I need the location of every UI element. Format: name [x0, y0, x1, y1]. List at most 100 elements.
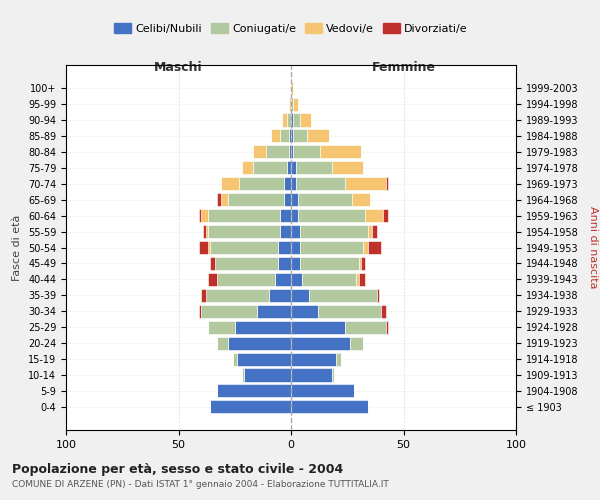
Bar — [291, 130, 293, 142]
Bar — [293, 114, 300, 126]
Bar — [201, 304, 257, 318]
Bar — [205, 225, 208, 238]
Bar — [367, 225, 372, 238]
Bar — [291, 320, 345, 334]
Bar — [291, 225, 300, 238]
Bar — [199, 304, 201, 318]
Bar — [291, 304, 318, 318]
Bar — [228, 193, 284, 206]
Bar — [208, 241, 210, 254]
Bar — [280, 225, 291, 238]
Bar — [237, 352, 291, 366]
Bar — [271, 130, 280, 142]
Bar — [300, 114, 311, 126]
Bar — [233, 352, 237, 366]
Bar — [318, 304, 381, 318]
Bar — [293, 130, 307, 142]
Bar — [320, 146, 361, 158]
Bar — [221, 177, 239, 190]
Bar — [291, 114, 293, 126]
Text: Femmine: Femmine — [371, 61, 436, 74]
Bar — [210, 241, 277, 254]
Bar — [235, 320, 291, 334]
Bar — [284, 177, 291, 190]
Bar — [291, 146, 293, 158]
Bar — [280, 130, 289, 142]
Bar — [228, 336, 291, 349]
Bar — [377, 289, 379, 302]
Bar — [199, 241, 208, 254]
Bar — [208, 273, 217, 286]
Bar — [208, 209, 280, 222]
Bar — [359, 273, 365, 286]
Bar — [307, 130, 329, 142]
Bar — [363, 241, 367, 254]
Bar — [298, 193, 352, 206]
Bar — [210, 257, 215, 270]
Text: COMUNE DI ARZENE (PN) - Dati ISTAT 1° gennaio 2004 - Elaborazione TUTTITALIA.IT: COMUNE DI ARZENE (PN) - Dati ISTAT 1° ge… — [12, 480, 389, 489]
Bar — [291, 336, 349, 349]
Bar — [208, 320, 235, 334]
Bar — [289, 146, 291, 158]
Bar — [309, 289, 377, 302]
Bar — [253, 162, 287, 174]
Bar — [291, 209, 298, 222]
Bar — [257, 304, 291, 318]
Bar — [381, 304, 386, 318]
Bar — [336, 352, 341, 366]
Bar — [298, 209, 365, 222]
Bar — [241, 368, 244, 382]
Bar — [217, 273, 275, 286]
Bar — [215, 257, 277, 270]
Y-axis label: Anni di nascita: Anni di nascita — [588, 206, 598, 289]
Bar — [277, 257, 291, 270]
Bar — [269, 289, 291, 302]
Bar — [367, 241, 381, 254]
Bar — [284, 193, 291, 206]
Bar — [302, 273, 356, 286]
Bar — [287, 114, 291, 126]
Bar — [291, 384, 354, 398]
Bar — [291, 98, 293, 110]
Bar — [203, 225, 205, 238]
Bar — [291, 241, 300, 254]
Bar — [386, 320, 388, 334]
Bar — [205, 289, 269, 302]
Bar — [291, 368, 331, 382]
Bar — [289, 98, 291, 110]
Bar — [296, 177, 345, 190]
Bar — [244, 368, 291, 382]
Bar — [331, 162, 363, 174]
Bar — [291, 400, 367, 413]
Bar — [275, 273, 291, 286]
Bar — [291, 162, 296, 174]
Bar — [217, 336, 228, 349]
Bar — [331, 368, 334, 382]
Bar — [291, 273, 302, 286]
Bar — [291, 193, 298, 206]
Bar — [372, 225, 377, 238]
Bar — [365, 209, 383, 222]
Bar — [217, 193, 221, 206]
Bar — [208, 225, 280, 238]
Bar — [217, 384, 291, 398]
Bar — [277, 241, 291, 254]
Bar — [253, 146, 266, 158]
Bar — [239, 177, 284, 190]
Bar — [201, 289, 205, 302]
Bar — [293, 146, 320, 158]
Bar — [291, 177, 296, 190]
Bar — [296, 162, 331, 174]
Bar — [210, 400, 291, 413]
Text: Popolazione per età, sesso e stato civile - 2004: Popolazione per età, sesso e stato civil… — [12, 462, 343, 475]
Bar — [221, 193, 228, 206]
Bar — [291, 257, 300, 270]
Bar — [359, 257, 361, 270]
Bar — [289, 130, 291, 142]
Bar — [300, 257, 359, 270]
Y-axis label: Fasce di età: Fasce di età — [13, 214, 22, 280]
Bar — [201, 209, 208, 222]
Bar — [345, 177, 386, 190]
Bar — [280, 209, 291, 222]
Bar — [282, 114, 287, 126]
